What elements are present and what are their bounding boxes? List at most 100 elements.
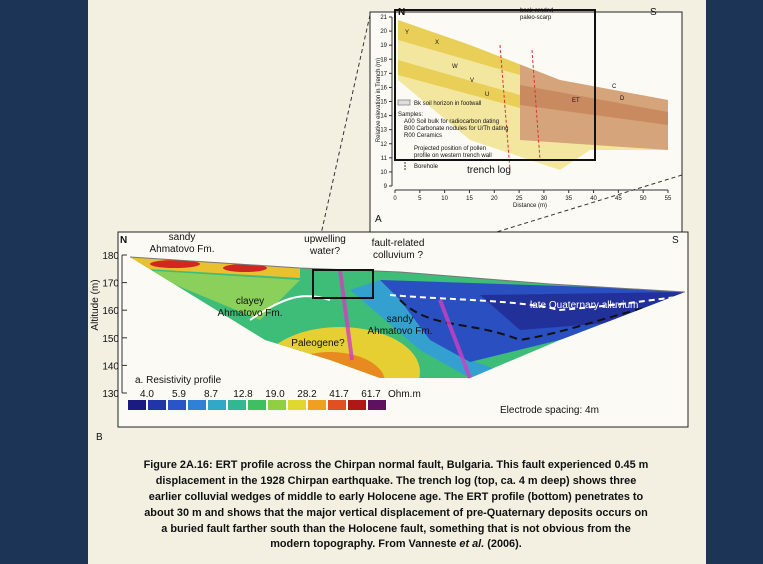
trench-title: trench log: [467, 165, 511, 176]
annotation: water?: [309, 246, 340, 257]
caption-line: modern topography. From Vanneste et al. …: [270, 538, 522, 550]
scale-swatch: [288, 400, 306, 410]
y-tick-label: 17: [380, 71, 387, 77]
y-tick-label: 14: [380, 114, 387, 120]
caption-line: displacement in the 1928 Chirpan earthqu…: [156, 475, 637, 487]
scale-label: 4.0: [140, 389, 154, 400]
south: S: [650, 7, 657, 18]
annotation: sandy: [387, 314, 414, 325]
y-axis-label: Altitude (m): [90, 279, 101, 330]
y-tick-label: 12: [380, 142, 387, 148]
scale-swatch: [348, 400, 366, 410]
annotation: fault-related: [372, 238, 425, 249]
y-tick-label: 160: [102, 306, 119, 317]
x-tick-label: 35: [565, 196, 572, 202]
panel-label: B: [96, 432, 103, 443]
caption-part: modern topography. From Vanneste: [270, 538, 459, 550]
annotation: Ahmatovo Fm.: [217, 308, 282, 319]
caption-line: earlier colluvial wedges of middle to ea…: [149, 491, 644, 503]
annotation: colluvium ?: [373, 250, 423, 261]
scale-swatch: [368, 400, 386, 410]
unit: V: [470, 78, 474, 84]
x-tick-label: 45: [615, 196, 622, 202]
legend-text: Samples:: [398, 112, 423, 118]
panel-title: a. Resistivity profile: [135, 375, 222, 386]
annotation: Ahmatovo Fm.: [367, 326, 432, 337]
scale-label: 28.2: [297, 389, 317, 400]
border-right: [706, 0, 763, 564]
caption-line: Figure 2A.16: ERT profile across the Chi…: [144, 459, 649, 471]
legend-text: B00 Carbonate nodules for U/Th dating: [404, 126, 508, 132]
y-tick-label: 13: [380, 128, 387, 134]
legend-text: profile on western trench wall: [414, 153, 492, 159]
annotation: Paleogene?: [291, 338, 345, 349]
y-tick-label: 19: [380, 43, 387, 49]
y-tick-label: 20: [380, 29, 387, 35]
legend-text: A00 Soil bulk for radiocarbon dating: [404, 119, 499, 125]
scarp-note: paleo-scarp: [520, 15, 552, 21]
scale-swatch: [208, 400, 226, 410]
y-tick-label: 140: [102, 361, 119, 372]
y-tick-label: 150: [102, 334, 119, 345]
panel-label: A: [375, 214, 382, 225]
annotation: Ahmatovo Fm.: [149, 244, 214, 255]
scale-swatch: [188, 400, 206, 410]
scale-label: 19.0: [265, 389, 285, 400]
x-tick-label: 55: [665, 196, 672, 202]
unit: X: [435, 40, 439, 46]
y-tick-label: 130: [102, 389, 119, 400]
scale-label: 5.9: [172, 389, 186, 400]
y-tick-label: 21: [380, 15, 387, 21]
scale-swatch: [128, 400, 146, 410]
annotation: clayey: [236, 296, 264, 307]
caption-line: a buried fault farther south than the Ho…: [161, 523, 631, 535]
y-tick-label: 15: [380, 100, 387, 106]
ert-profile: N S sandy Ahmatovo Fm. upwelling water? …: [90, 232, 690, 443]
x-tick-label: 25: [516, 196, 523, 202]
legend-text: Projected position of pollen: [414, 146, 486, 152]
y-tick-label: 18: [380, 57, 387, 63]
annotation: sandy: [169, 232, 196, 243]
y-tick-label: 11: [381, 156, 388, 162]
unit: ET: [572, 98, 580, 104]
north: N: [398, 7, 405, 18]
scale-unit: Ohm.m: [388, 389, 421, 400]
scale-label: 41.7: [329, 389, 349, 400]
x-tick-label: 30: [541, 196, 548, 202]
south: S: [672, 235, 679, 246]
border-left: [0, 0, 88, 564]
slide: N S back-eroded paleo-scarp X W V U Y ET…: [0, 0, 763, 564]
x-tick-label: 10: [441, 196, 448, 202]
page: N S back-eroded paleo-scarp X W V U Y ET…: [0, 0, 763, 564]
unit: D: [620, 96, 625, 102]
caption-line: about 30 m and shows that the major vert…: [144, 507, 648, 519]
scale-label: 8.7: [204, 389, 218, 400]
scale-swatch: [228, 400, 246, 410]
unit: C: [612, 84, 617, 90]
scale-label: 12.8: [233, 389, 253, 400]
unit: U: [485, 92, 489, 98]
scale-swatch: [308, 400, 326, 410]
scale-label: 61.7: [361, 389, 381, 400]
annotation: late Quaternary alluvium: [530, 300, 638, 311]
scale-swatch: [328, 400, 346, 410]
legend-text: R00 Ceramics: [404, 133, 442, 139]
y-tick-label: 170: [102, 279, 119, 290]
legend-text: Borehole: [414, 164, 439, 170]
unit: W: [452, 64, 458, 70]
scale-swatch: [168, 400, 186, 410]
y-tick-label: 180: [102, 251, 119, 262]
unit: Y: [405, 30, 409, 36]
scale-swatch: [248, 400, 266, 410]
y-tick-label: 10: [380, 170, 387, 176]
scale-swatch: [268, 400, 286, 410]
x-tick-label: 15: [466, 196, 473, 202]
scale-swatch: [148, 400, 166, 410]
x-tick-label: 20: [491, 196, 498, 202]
scarp-note: back-eroded: [520, 8, 553, 14]
caption-part: et al.: [459, 538, 484, 550]
annotation: upwelling: [304, 234, 346, 245]
electrode-note: Electrode spacing: 4m: [500, 405, 599, 416]
x-tick-label: 40: [590, 196, 597, 202]
north: N: [120, 235, 127, 246]
